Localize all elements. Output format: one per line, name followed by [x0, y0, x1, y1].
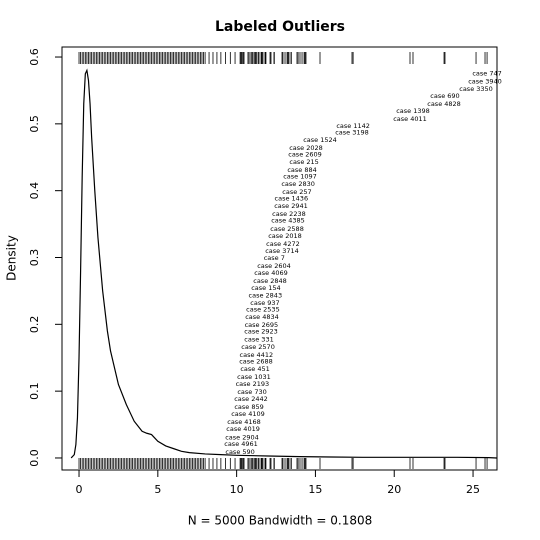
outlier-label: case 4019 — [226, 425, 260, 433]
y-tick-label: 0.1 — [28, 382, 41, 400]
y-tick-label: 0.4 — [28, 182, 41, 200]
outlier-label: case 2695 — [245, 321, 279, 329]
outlier-label: case 4412 — [240, 351, 274, 359]
outlier-label: case 1142 — [336, 122, 370, 130]
outlier-label: case 2609 — [288, 151, 322, 159]
y-tick-label: 0.2 — [28, 316, 41, 334]
outlier-label: case 4011 — [393, 115, 427, 123]
outlier-label: case 1524 — [303, 136, 337, 144]
outlier-label: case 2442 — [234, 395, 268, 403]
outlier-label: case 2570 — [241, 343, 275, 351]
outlier-label: case 451 — [240, 365, 269, 373]
outlier-label: case 2588 — [270, 225, 304, 233]
outlier-label: case 4272 — [266, 240, 300, 248]
outlier-label: case 859 — [234, 403, 263, 411]
x-tick-label: 20 — [387, 483, 401, 496]
outlier-label: case 4168 — [227, 418, 261, 426]
outlier-label: case 2688 — [239, 358, 273, 366]
outlier-label: case 590 — [225, 448, 254, 456]
outlier-label: case 937 — [250, 299, 279, 307]
outlier-label: case 2028 — [289, 144, 323, 152]
outlier-label: case 2830 — [281, 180, 315, 188]
y-tick-label: 0.0 — [28, 449, 41, 467]
outlier-label: case 2848 — [253, 277, 287, 285]
outlier-label: case 3198 — [335, 129, 369, 137]
y-tick-label: 0.6 — [28, 48, 41, 66]
outlier-label: case 7 — [264, 254, 285, 262]
outlier-label: case 2904 — [225, 433, 259, 441]
x-tick-label: 15 — [308, 483, 322, 496]
outlier-label: case 2238 — [272, 210, 306, 218]
outlier-label: case 4069 — [254, 269, 288, 277]
x-tick-label: 0 — [76, 483, 83, 496]
outlier-label: case 2535 — [246, 306, 280, 314]
outlier-label: case 3940 — [468, 78, 502, 86]
outlier-label: case 884 — [287, 166, 316, 174]
outlier-label: case 331 — [244, 336, 273, 344]
outlier-label: case 4385 — [271, 217, 305, 225]
y-tick-label: 0.3 — [28, 249, 41, 267]
chart-title: Labeled Outliers — [215, 19, 345, 35]
outlier-label: case 154 — [251, 284, 280, 292]
outlier-label: case 730 — [237, 388, 266, 396]
outlier-label: case 2193 — [236, 380, 270, 388]
outlier-label: case 4961 — [224, 440, 258, 448]
density-line — [70, 68, 497, 459]
y-axis-label: Density — [5, 235, 19, 281]
x-tick-label: 10 — [230, 483, 244, 496]
outlier-label: case 4834 — [245, 313, 279, 321]
outlier-label: case 1031 — [237, 373, 271, 381]
outlier-label: case 215 — [289, 158, 318, 166]
x-tick-label: 25 — [466, 483, 480, 496]
x-tick-label: 5 — [154, 483, 161, 496]
outlier-label: case 1097 — [283, 173, 317, 181]
outlier-label: case 4828 — [427, 100, 461, 108]
outlier-label: case 1436 — [275, 195, 309, 203]
outlier-label: case 257 — [282, 188, 311, 196]
x-axis-label: N = 5000 Bandwidth = 0.1808 — [188, 514, 373, 528]
outlier-label: case 3350 — [459, 85, 493, 93]
outlier-label: case 2923 — [244, 328, 278, 336]
outlier-label: case 2941 — [274, 202, 308, 210]
outlier-label: case 4109 — [231, 410, 265, 418]
outlier-label: case 690 — [430, 92, 459, 100]
outlier-label: case 2604 — [257, 262, 291, 270]
y-tick-label: 0.5 — [28, 115, 41, 133]
outlier-label: case 2843 — [249, 292, 283, 300]
outlier-label: case 1398 — [396, 107, 430, 115]
outlier-label: case 747 — [472, 70, 501, 78]
outlier-label: case 2018 — [268, 232, 302, 240]
outlier-label: case 3714 — [265, 247, 299, 255]
